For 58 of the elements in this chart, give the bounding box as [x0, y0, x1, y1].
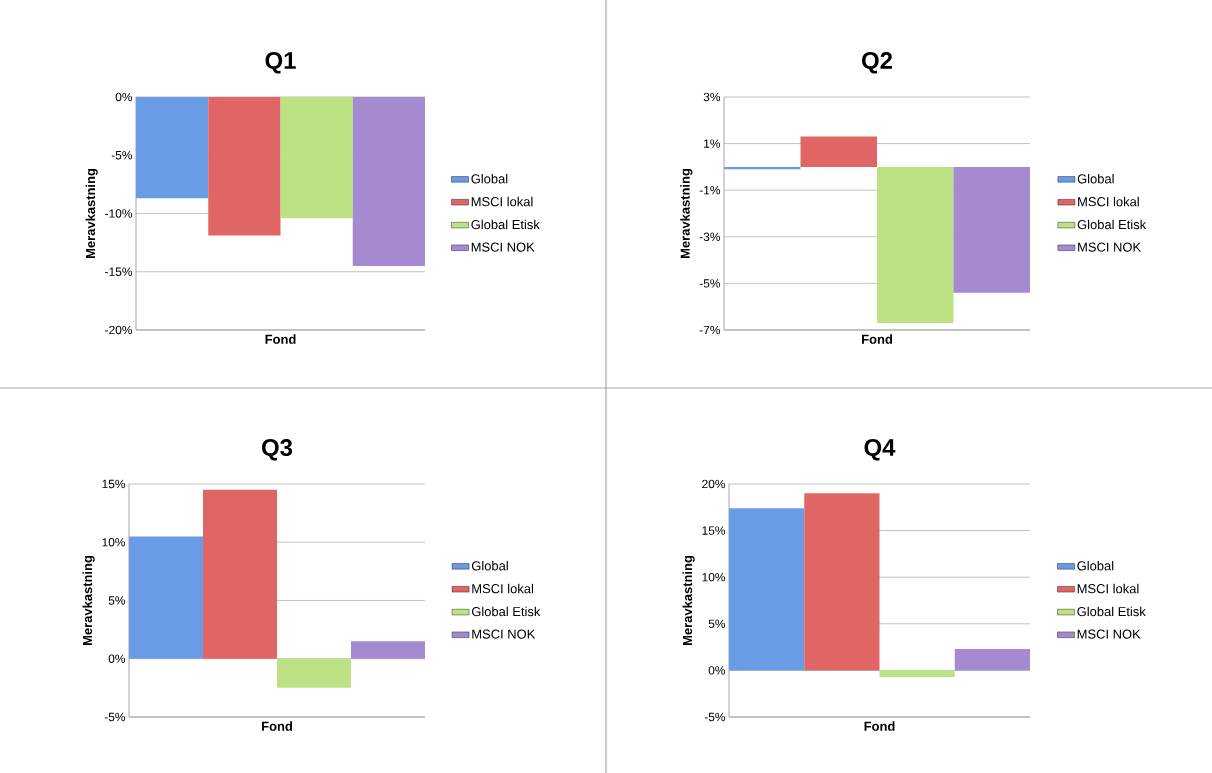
legend-label: MSCI lokal — [1078, 196, 1139, 207]
y-axis-title: Meravkastning — [680, 169, 693, 258]
legend-label: Global — [1077, 560, 1114, 571]
chart-title: Q4 — [864, 439, 896, 461]
y-tick-label: 0% — [108, 654, 126, 663]
y-tick-label: -5% — [104, 712, 126, 722]
y-axis-title: Meravkastning — [85, 169, 98, 258]
bar — [203, 489, 278, 659]
legend-label: Global — [1077, 173, 1114, 184]
y-tick-label: 20% — [702, 479, 726, 489]
y-axis-title: Meravkastning — [682, 556, 695, 645]
y-tick-label: 10% — [102, 538, 126, 547]
y-tick-label: 3% — [703, 92, 721, 102]
x-axis-title: Fond — [265, 334, 296, 344]
legend-label: Global Etisk — [1077, 219, 1147, 230]
legend-label: Global Etisk — [471, 606, 541, 617]
legend-label: MSCI NOK — [472, 629, 536, 639]
chart-title: Q3 — [262, 439, 293, 461]
y-tick-label: -1% — [699, 186, 721, 195]
chart-title: Q2 — [862, 52, 893, 74]
bar — [351, 641, 426, 659]
y-tick-label: 15% — [702, 526, 726, 535]
y-tick-label: 0% — [115, 92, 133, 102]
legend-label: MSCI lokal — [1077, 583, 1139, 594]
y-tick-label: -15% — [105, 267, 133, 276]
y-tick-label: 5% — [708, 619, 726, 628]
x-axis-title: Fond — [864, 721, 895, 731]
legend-label: MSCI lokal — [472, 583, 534, 594]
y-tick-label: 10% — [702, 572, 726, 582]
y-tick-label: 15% — [102, 479, 126, 489]
y-tick-label: -5% — [699, 279, 721, 288]
x-axis-title: Fond — [862, 334, 892, 344]
legend-label: MSCI NOK — [1077, 629, 1141, 639]
legend-label: MSCI lokal — [471, 196, 533, 207]
y-tick-label: -10% — [105, 209, 133, 218]
y-tick-label: 1% — [704, 139, 721, 148]
y-tick-label: -5% — [111, 151, 133, 160]
legend-label: MSCI NOK — [471, 242, 535, 252]
legend-label: MSCI NOK — [1078, 242, 1141, 252]
y-tick-label: -7% — [699, 325, 721, 335]
legend-label: Global — [471, 560, 508, 571]
y-tick-label: -5% — [704, 712, 726, 722]
bar — [729, 508, 805, 671]
legend-label: Global — [471, 173, 508, 184]
bar — [277, 658, 352, 688]
bar — [129, 536, 204, 659]
y-tick-label: -3% — [699, 232, 721, 242]
legend-label: Global Etisk — [471, 219, 540, 230]
bar — [804, 493, 880, 671]
chart-title: Q1 — [265, 52, 296, 74]
y-tick-label: 0% — [708, 666, 726, 675]
bar — [879, 670, 955, 677]
y-tick-label: 5% — [108, 596, 126, 605]
y-tick-label: -20% — [105, 325, 133, 335]
y-axis-title: Meravkastning — [82, 556, 95, 645]
bar — [954, 648, 1031, 671]
legend-label: Global Etisk — [1077, 606, 1146, 617]
x-axis-title: Fond — [262, 721, 292, 731]
